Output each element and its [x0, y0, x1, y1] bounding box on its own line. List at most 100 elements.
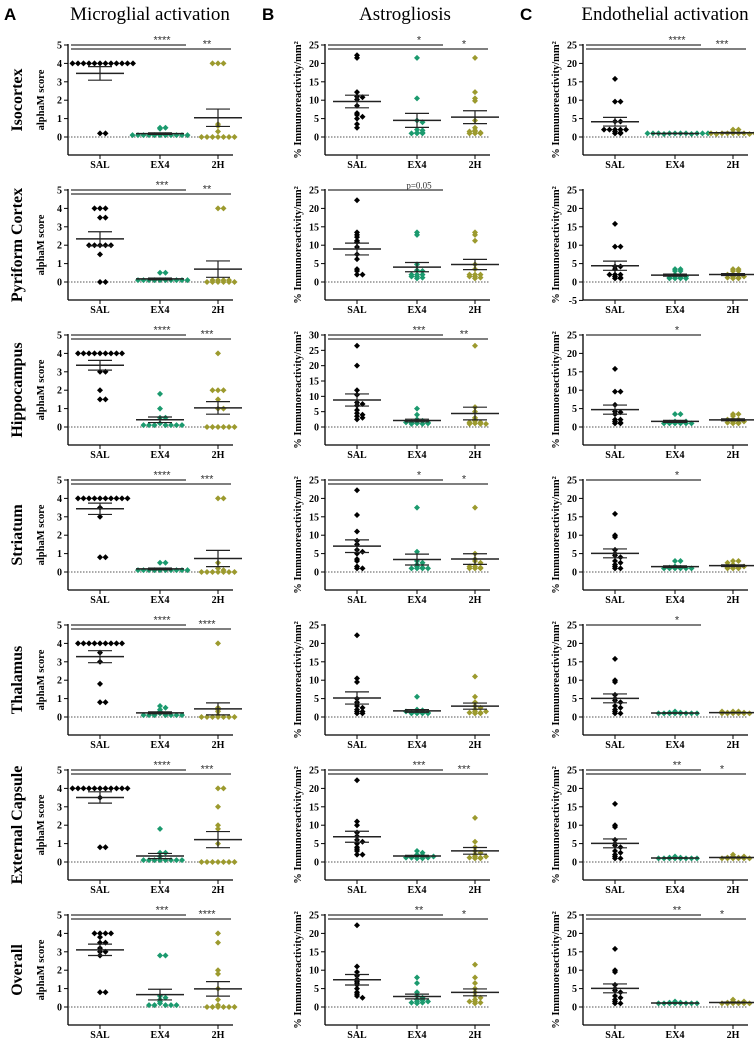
- data-point-ex4: [414, 974, 420, 981]
- y-tick-label: 5: [314, 984, 319, 995]
- data-point-2h: [226, 859, 232, 865]
- y-tick-label: 20: [567, 204, 577, 215]
- data-point-ex4: [168, 422, 174, 429]
- data-point-sal: [80, 640, 87, 647]
- data-point-2h: [713, 131, 720, 138]
- y-tick-label: 15: [567, 657, 577, 668]
- significance-label: ***: [156, 180, 170, 192]
- y-tick-label: 20: [567, 784, 577, 795]
- data-point-2h: [204, 134, 210, 140]
- data-point-sal: [354, 121, 360, 128]
- data-point-ex4: [672, 275, 678, 282]
- data-point-2h: [730, 267, 736, 274]
- data-point-2h: [472, 814, 478, 821]
- chart-thalamus-C: 0 5 10 15 20 25 % Immunoreactivity/mm² SAL EX4 2H…: [551, 615, 754, 751]
- data-point-sal: [359, 708, 366, 715]
- data-point-sal: [354, 111, 360, 118]
- data-point-sal: [75, 60, 81, 67]
- data-point-ex4: [184, 277, 191, 284]
- data-point-ex4: [157, 559, 163, 566]
- y-tick-label: 25: [567, 476, 577, 487]
- data-point-2h: [215, 134, 221, 140]
- data-point-sal: [102, 130, 109, 137]
- data-point-2h: [209, 134, 216, 140]
- data-point-sal: [612, 945, 618, 952]
- significance-label: *: [462, 474, 467, 486]
- y-tick-label: 15: [567, 802, 577, 813]
- data-point-sal: [91, 60, 98, 67]
- data-point-sal: [113, 640, 120, 647]
- y-tick-label: 15: [309, 222, 319, 233]
- data-point-ex4: [699, 130, 706, 137]
- data-point-sal: [617, 388, 624, 395]
- data-point-2h: [231, 134, 238, 140]
- data-point-2h: [204, 859, 210, 865]
- data-point-2h: [472, 130, 478, 137]
- data-point-2h: [220, 279, 227, 285]
- y-tick-label: 20: [309, 639, 319, 650]
- data-point-ex4: [414, 847, 420, 854]
- data-point-ex4: [672, 267, 678, 274]
- chart-thalamus-A: 0 1 2 3 4 5 alphaM score SAL EX4 2H **** ****: [36, 615, 242, 751]
- y-tick-label: 5: [57, 766, 62, 777]
- data-point-sal: [97, 387, 103, 394]
- x-tick-label: EX4: [408, 740, 427, 751]
- data-point-2h: [472, 980, 478, 987]
- data-point-sal: [354, 992, 360, 999]
- data-point-2h: [204, 279, 210, 285]
- data-point-ex4: [168, 1002, 174, 1009]
- y-tick-label: 0: [572, 858, 577, 869]
- data-point-ex4: [140, 422, 147, 429]
- panel-title: Astrogliosis: [359, 4, 451, 25]
- y-axis-label: % Immunoreactivity/mm²: [551, 621, 562, 739]
- data-point-2h: [220, 859, 227, 865]
- data-point-2h: [735, 557, 742, 564]
- panel-title: Endothelial activation: [581, 4, 749, 25]
- data-point-2h: [215, 825, 221, 832]
- data-point-sal: [612, 702, 618, 709]
- y-tick-label: 15: [309, 947, 319, 958]
- data-point-2h: [477, 274, 484, 281]
- y-tick-label: 15: [309, 802, 319, 813]
- x-tick-label: 2H: [727, 595, 740, 606]
- y-tick-label: 15: [309, 77, 319, 88]
- y-tick-label: 0: [572, 133, 577, 144]
- y-tick-label: 5: [314, 694, 319, 705]
- y-tick-label: 0: [314, 713, 319, 724]
- data-point-2h: [226, 1004, 232, 1010]
- data-point-sal: [612, 824, 618, 831]
- x-tick-label: 2H: [727, 740, 740, 751]
- data-point-sal: [354, 557, 360, 564]
- data-point-2h: [477, 710, 484, 717]
- data-point-sal: [102, 930, 109, 937]
- data-point-ex4: [672, 411, 678, 418]
- y-tick-label: 1: [57, 839, 62, 850]
- data-point-sal: [108, 640, 114, 647]
- data-point-ex4: [414, 548, 420, 555]
- data-point-2h: [215, 930, 221, 937]
- data-point-sal: [601, 126, 607, 133]
- significance-label: *: [675, 470, 680, 482]
- y-axis-label: alphaM score: [36, 214, 47, 275]
- x-tick-label: SAL: [347, 740, 367, 751]
- y-tick-label: 15: [567, 77, 577, 88]
- data-point-2h: [746, 1000, 753, 1007]
- y-tick-label: 25: [309, 766, 319, 777]
- data-point-sal: [124, 785, 131, 792]
- data-point-2h: [466, 271, 473, 278]
- y-tick-label: 30: [309, 331, 319, 342]
- data-point-ex4: [146, 1002, 152, 1009]
- y-tick-label: 20: [309, 494, 319, 505]
- row-label: Striatum: [9, 504, 26, 566]
- data-point-2h: [215, 396, 221, 403]
- data-point-2h: [472, 673, 478, 680]
- data-point-sal: [359, 411, 366, 418]
- significance-label: *: [417, 470, 422, 482]
- data-point-2h: [220, 1004, 227, 1010]
- y-tick-label: 15: [567, 512, 577, 523]
- data-point-sal: [612, 992, 618, 999]
- data-point-sal: [606, 126, 613, 133]
- data-point-sal: [617, 704, 624, 711]
- data-point-ex4: [414, 1000, 420, 1007]
